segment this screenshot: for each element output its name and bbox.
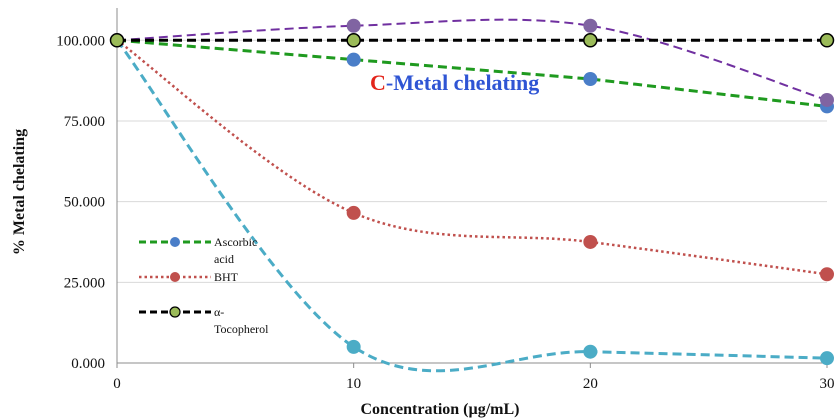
y-tick-label: 50.000 — [64, 195, 105, 211]
legend-marker — [170, 237, 180, 247]
y-tick-label: 75.000 — [64, 114, 105, 130]
x-tick-labels: 0 10 20 30 — [113, 376, 834, 392]
axes — [116, 8, 828, 368]
data-point — [346, 33, 361, 48]
chart-title-prefix: C — [370, 70, 386, 95]
series-layer — [109, 18, 835, 373]
chart-title-main: -Metal chelating — [386, 70, 539, 95]
y-tick-label: 0.000 — [71, 356, 105, 372]
y-axis-title: % Metal chelating — [11, 129, 28, 255]
series-line — [116, 38, 828, 108]
data-point — [583, 344, 598, 359]
legend-label: α- — [214, 305, 224, 319]
x-axis-title: Concentration (µg/mL) — [361, 401, 520, 418]
legend-item: BHT — [139, 270, 239, 284]
y-tick-labels: 0.000 25.000 50.000 75.000 100.000 — [56, 33, 105, 372]
legend-label: Ascorbic — [214, 235, 257, 249]
data-point — [583, 33, 598, 48]
legend-marker — [169, 306, 181, 318]
chart-title: C-Metal chelating — [370, 70, 539, 95]
series-line — [116, 18, 828, 101]
legend-item: Ascorbic acid — [139, 235, 257, 266]
data-point — [583, 72, 598, 86]
x-tick-label: 30 — [820, 376, 835, 392]
data-point — [820, 92, 834, 107]
legend-label: Tocopherol — [214, 322, 269, 336]
x-tick-label: 0 — [113, 376, 121, 392]
series-line — [115, 39, 828, 373]
x-tick-label: 10 — [346, 376, 361, 392]
data-point — [820, 351, 834, 366]
legend-marker — [170, 272, 180, 282]
legend-label: acid — [214, 252, 234, 266]
data-point — [583, 234, 598, 249]
legend-item: α- Tocopherol — [139, 305, 269, 336]
data-point — [346, 52, 361, 67]
data-point — [346, 339, 361, 354]
x-tick-label: 20 — [583, 376, 598, 392]
data-point — [109, 33, 125, 48]
series-line — [116, 39, 828, 276]
legend: Ascorbic acid BHT α- Tocopherol — [139, 235, 269, 336]
data-point — [819, 33, 835, 48]
data-point — [820, 267, 834, 282]
legend-label: BHT — [214, 270, 239, 284]
data-point — [583, 18, 598, 33]
y-tick-label: 25.000 — [64, 275, 105, 291]
data-point — [346, 18, 361, 33]
series-2 — [109, 33, 835, 48]
y-tick-label: 100.000 — [56, 33, 105, 49]
data-point — [346, 205, 361, 220]
series-0 — [110, 33, 834, 114]
